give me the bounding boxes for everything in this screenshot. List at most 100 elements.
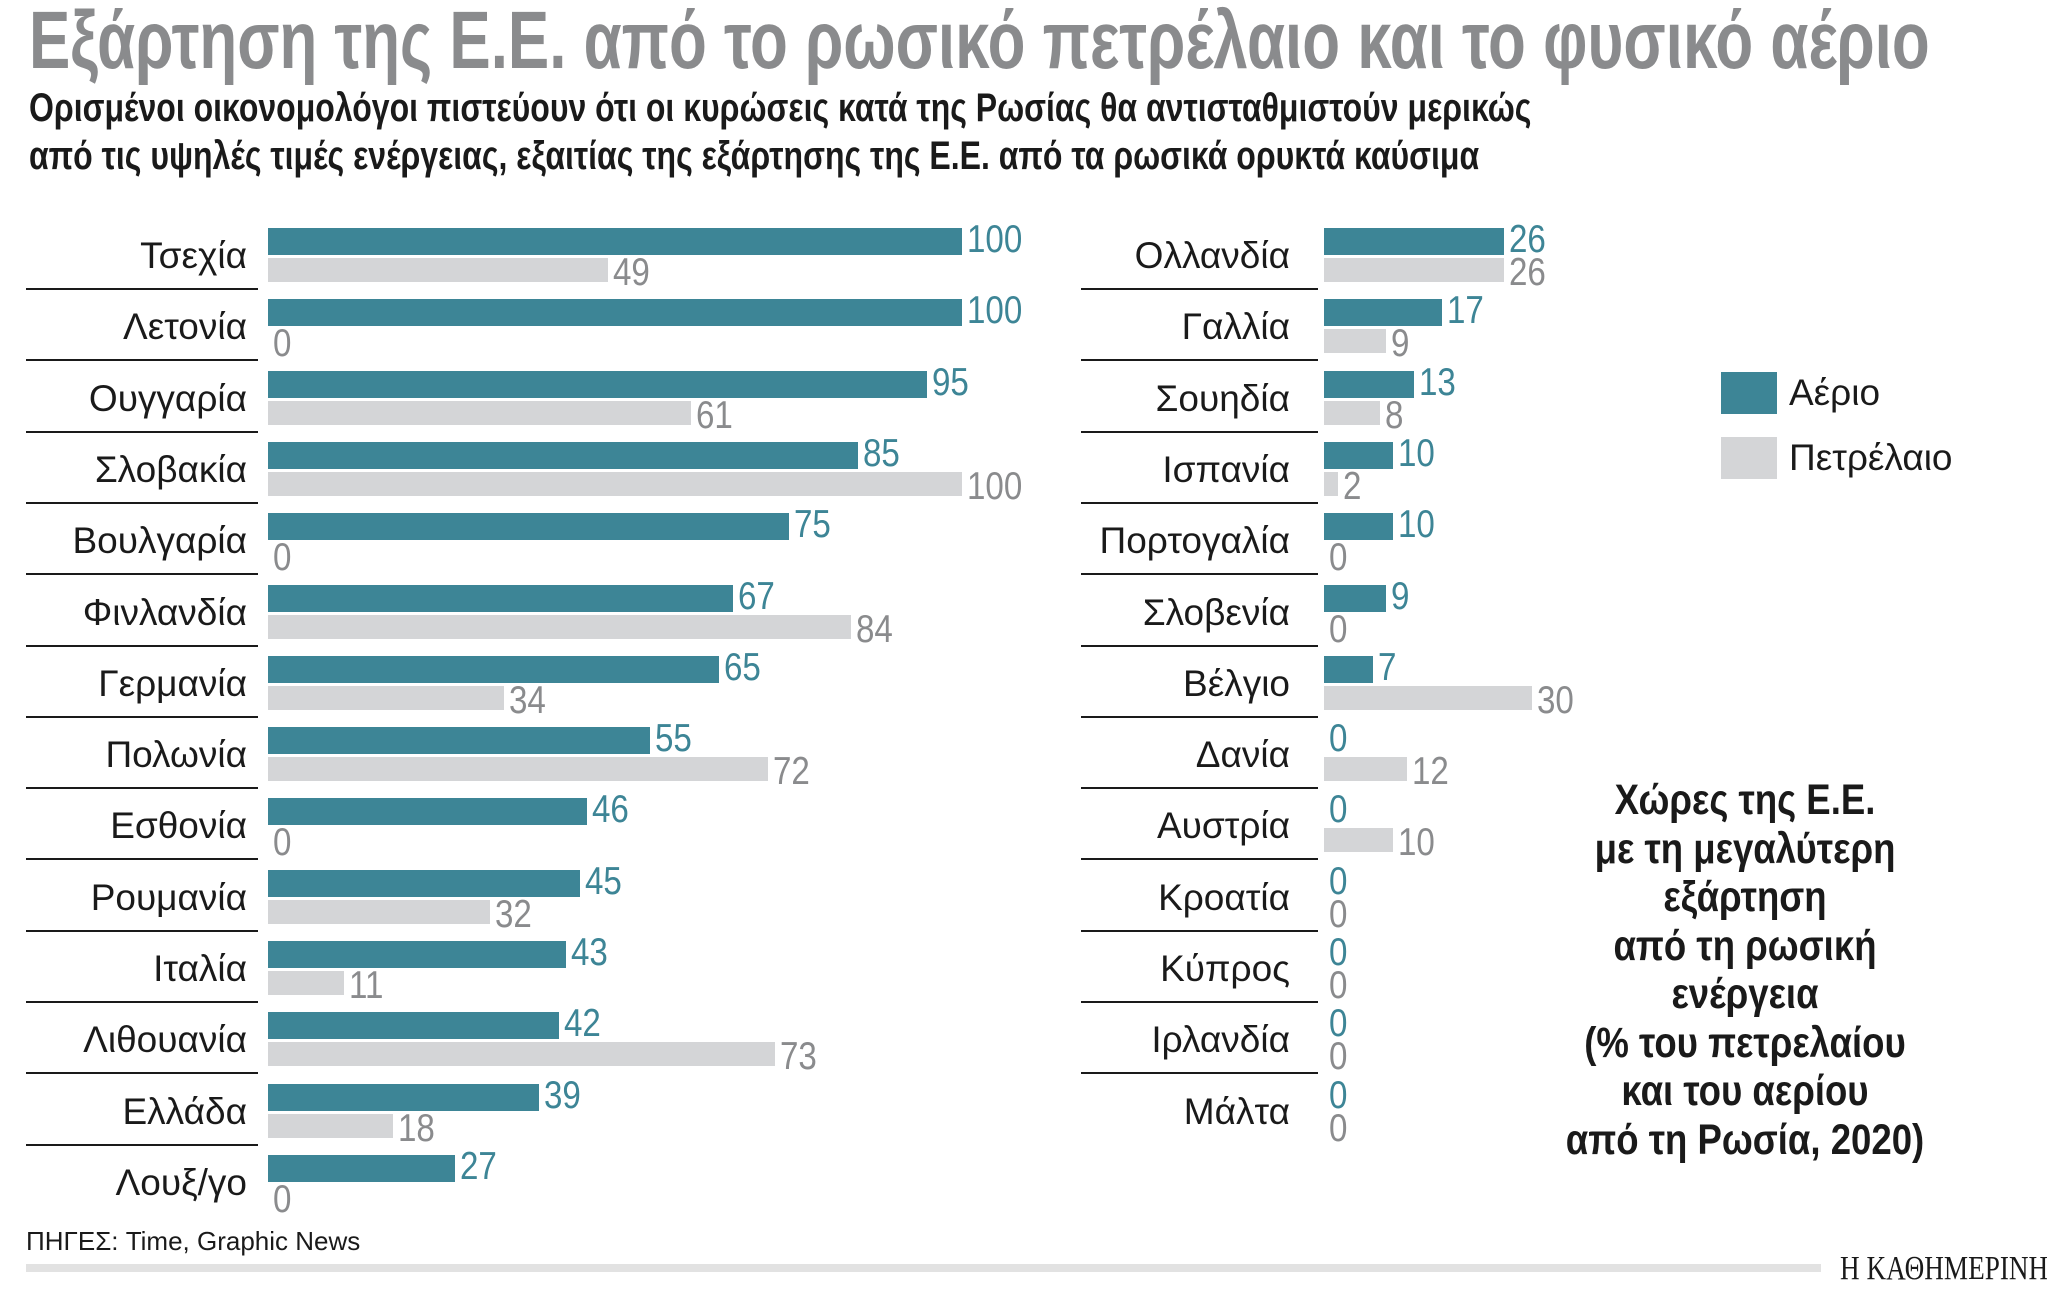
bar-gas: [268, 1012, 560, 1040]
value-label-gas: 100: [967, 289, 1023, 333]
country-label: Λουξ/γο: [115, 1161, 247, 1203]
value-label-gas: 13: [1419, 360, 1457, 404]
country-label: Κύπρος: [1160, 948, 1290, 989]
value-label-oil: 0: [1329, 892, 1348, 936]
legend-label-gas: Αέριο: [1789, 372, 1881, 413]
value-label-oil: 30: [1537, 678, 1575, 722]
value-label-oil: 0: [1329, 964, 1348, 1007]
row-separator: [26, 1072, 258, 1075]
source-note: ΠΗΓΕΣ: Time, Graphic News: [26, 1226, 361, 1256]
value-label-oil: 26: [1509, 251, 1547, 294]
row-separator: [26, 430, 258, 433]
value-label-oil: 0: [1329, 1035, 1348, 1079]
country-label: Λετονία: [123, 306, 247, 348]
country-label: Ιταλία: [153, 948, 247, 989]
value-label-gas: 95: [932, 360, 970, 404]
bar-oil: [268, 899, 491, 924]
bar-oil: [268, 971, 345, 995]
bar-gas: [268, 370, 928, 398]
value-label-gas: 43: [571, 931, 609, 974]
value-label-oil: 18: [397, 1106, 435, 1150]
row-separator: [26, 501, 258, 504]
value-label-gas: 46: [592, 788, 630, 832]
country-label: Εσθονία: [110, 805, 247, 847]
value-label-oil: 72: [772, 750, 810, 794]
row-separator: [26, 787, 258, 790]
value-label-gas: 0: [1329, 859, 1348, 903]
country-label: Σλοβενία: [1142, 591, 1290, 633]
value-label-oil: 2: [1342, 464, 1362, 508]
bar-oil: [268, 1042, 775, 1067]
value-label-oil: 84: [855, 607, 893, 651]
row-separator: [26, 929, 258, 932]
country-label: Ισπανία: [1162, 448, 1290, 490]
value-label-gas: 0: [1329, 1002, 1348, 1046]
bar-oil: [1324, 685, 1533, 710]
bar-oil: [268, 258, 609, 282]
country-label: Σλοβακία: [94, 448, 247, 490]
value-label-gas: 65: [724, 645, 761, 689]
country-label: Πορτογαλία: [1099, 520, 1291, 562]
row-separator: [26, 288, 258, 290]
note-line: με τη μεγαλύτερη: [1594, 824, 1896, 873]
country-label: Ολλανδία: [1134, 235, 1290, 276]
country-label: Αυστρία: [1156, 805, 1290, 847]
bar-oil: [268, 614, 851, 639]
value-label-oil: 0: [1329, 536, 1348, 580]
value-label-oil: 0: [273, 536, 292, 580]
bar-oil: [268, 1113, 393, 1138]
row-separator: [1081, 787, 1318, 790]
row-separator: [1081, 359, 1318, 362]
bar-gas: [268, 228, 962, 255]
value-label-gas: 0: [1329, 717, 1348, 761]
publisher-logo: Η ΚΑΘΗΜΕΡΙΝΗ: [1840, 1250, 2047, 1287]
bar-gas: [268, 1154, 456, 1182]
row-separator: [26, 1143, 258, 1146]
chart-title: Εξάρτηση της Ε.Ε. από το ρωσικό πετρέλαι…: [29, 0, 1930, 86]
bar-oil: [1324, 400, 1380, 425]
value-label-gas: 9: [1391, 574, 1410, 618]
country-label: Ρουμανία: [90, 876, 247, 918]
country-label: Τσεχία: [140, 235, 247, 276]
value-label-oil: 11: [349, 964, 384, 1007]
value-label-oil: 12: [1412, 750, 1450, 794]
row-separator: [1081, 715, 1318, 718]
country-label: Δανία: [1195, 734, 1290, 776]
bar-oil: [1324, 329, 1387, 354]
value-label-gas: 10: [1398, 431, 1436, 475]
country-label: Ελλάδα: [122, 1090, 248, 1132]
country-label: Μάλτα: [1183, 1090, 1290, 1132]
bar-gas: [268, 441, 858, 469]
value-label-oil: 0: [1329, 607, 1348, 651]
bar-oil: [1324, 828, 1394, 853]
value-label-oil: 73: [779, 1035, 817, 1079]
value-label-oil: 8: [1384, 393, 1403, 437]
value-label-gas: 45: [585, 859, 623, 903]
value-label-oil: 0: [273, 1177, 292, 1221]
country-label: Ιρλανδία: [1151, 1019, 1290, 1061]
note-line: (% του πετρελαίου: [1584, 1018, 1906, 1067]
bar-oil: [1324, 471, 1338, 496]
bar-gas: [1324, 513, 1394, 541]
annotation-note: Χώρες της Ε.Ε. με τη μεγαλύτερη εξάρτηση…: [1537, 776, 1954, 1164]
value-label-oil: 10: [1398, 821, 1436, 865]
bar-gas: [268, 299, 962, 327]
bar-gas: [268, 513, 789, 541]
country-label: Σουηδία: [1155, 377, 1290, 419]
bar-gas: [1324, 228, 1505, 255]
bar-gas: [268, 798, 588, 826]
country-label: Γερμανία: [98, 662, 247, 704]
value-label-gas: 39: [543, 1073, 581, 1117]
value-label-gas: 100: [967, 218, 1023, 261]
bar-gas: [268, 727, 650, 755]
bar-gas: [268, 1083, 539, 1111]
row-separator: [26, 1001, 258, 1003]
note-line: από τη ρωσική ενέργεια: [1613, 921, 1877, 1019]
bar-oil: [1324, 258, 1505, 282]
value-label-gas: 0: [1329, 931, 1348, 974]
subtitle-line-1: Ορισμένοι οικονομολόγοι πιστεύουν ότι οι…: [29, 86, 1532, 130]
row-separator: [1081, 288, 1318, 290]
note-line: από τη Ρωσία, 2020): [1565, 1115, 1925, 1164]
bar-oil: [268, 757, 768, 782]
value-label-oil: 32: [495, 892, 532, 936]
